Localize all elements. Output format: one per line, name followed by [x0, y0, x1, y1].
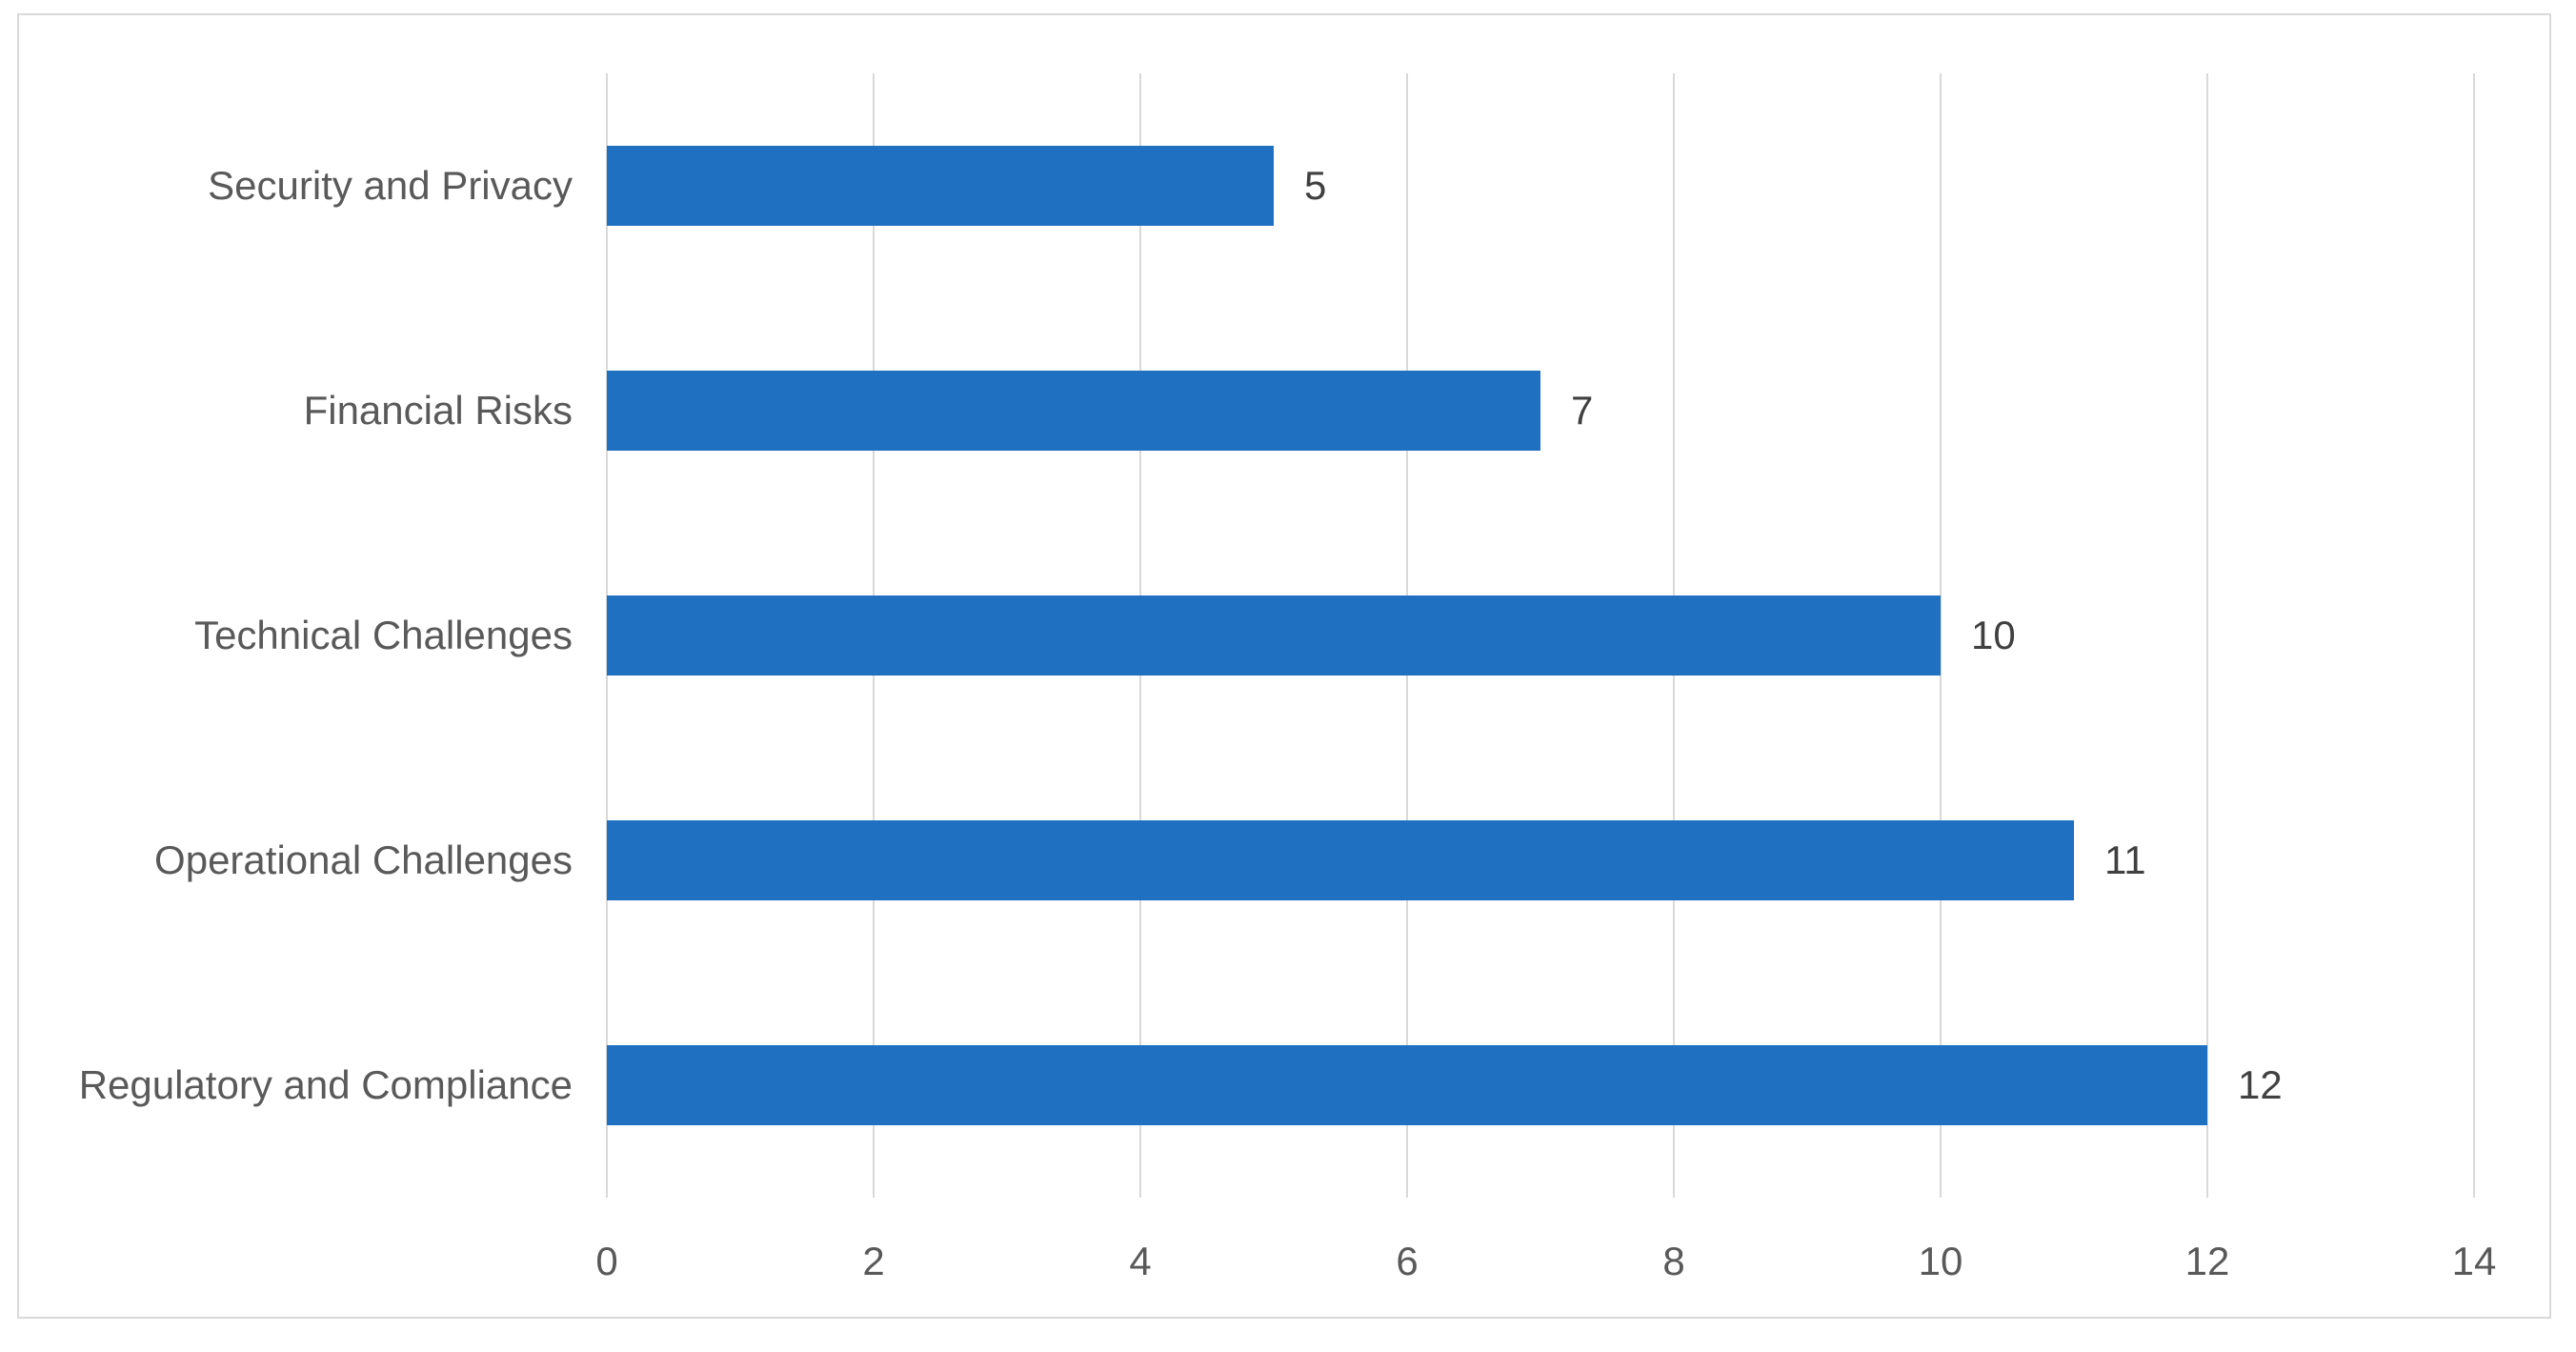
bar-row: Regulatory and Compliance 12 — [79, 973, 2474, 1198]
category-label: Security and Privacy — [208, 162, 573, 208]
bar — [607, 820, 2074, 900]
value-label: 12 — [2238, 1062, 2283, 1107]
bar-row: Financial Risks 7 — [304, 298, 2474, 523]
bar-row: Operational Challenges 11 — [154, 748, 2474, 973]
bar — [607, 595, 1941, 676]
gridline — [2473, 73, 2475, 1198]
x-axis-tick-label: 12 — [2184, 1239, 2230, 1283]
bar — [607, 146, 1274, 226]
x-axis-tick-label: 6 — [1396, 1239, 1419, 1283]
value-label: 7 — [1571, 388, 1594, 433]
category-label: Operational Challenges — [154, 837, 573, 882]
x-axis-tick-label: 10 — [1918, 1239, 1963, 1283]
gridline — [2206, 73, 2208, 1198]
category-label: Regulatory and Compliance — [78, 1061, 573, 1107]
category-label: Technical Challenges — [194, 612, 573, 657]
x-axis-tick-label: 8 — [1662, 1239, 1685, 1283]
bar — [607, 1045, 2207, 1125]
x-axis-tick-labels: 0 2 4 6 8 10 12 14 — [595, 73, 2496, 1281]
value-label: 10 — [1971, 613, 2016, 657]
bars-layer: Security and Privacy 5 Financial Risks 7 Tec… — [79, 73, 2474, 1198]
x-axis-tick-label: 14 — [2451, 1239, 2497, 1283]
category-label: Financial Risks — [303, 387, 573, 433]
value-label: 5 — [1304, 163, 1327, 208]
gridline — [1940, 73, 1942, 1198]
x-axis-tick-label: 2 — [862, 1239, 885, 1283]
plot-area: Security and Privacy 5 Financial Risks 7 Tec… — [79, 73, 2496, 1281]
value-label: 11 — [2104, 837, 2146, 882]
bar-row: Security and Privacy 5 — [208, 73, 2474, 298]
x-axis-tick-label: 0 — [595, 1239, 618, 1283]
bar — [607, 371, 1540, 451]
x-axis-tick-label: 4 — [1129, 1239, 1152, 1283]
bar-row: Technical Challenges 10 — [194, 523, 2474, 748]
chart-frame: Security and Privacy 5 Financial Risks 7 Tec… — [17, 13, 2551, 1319]
